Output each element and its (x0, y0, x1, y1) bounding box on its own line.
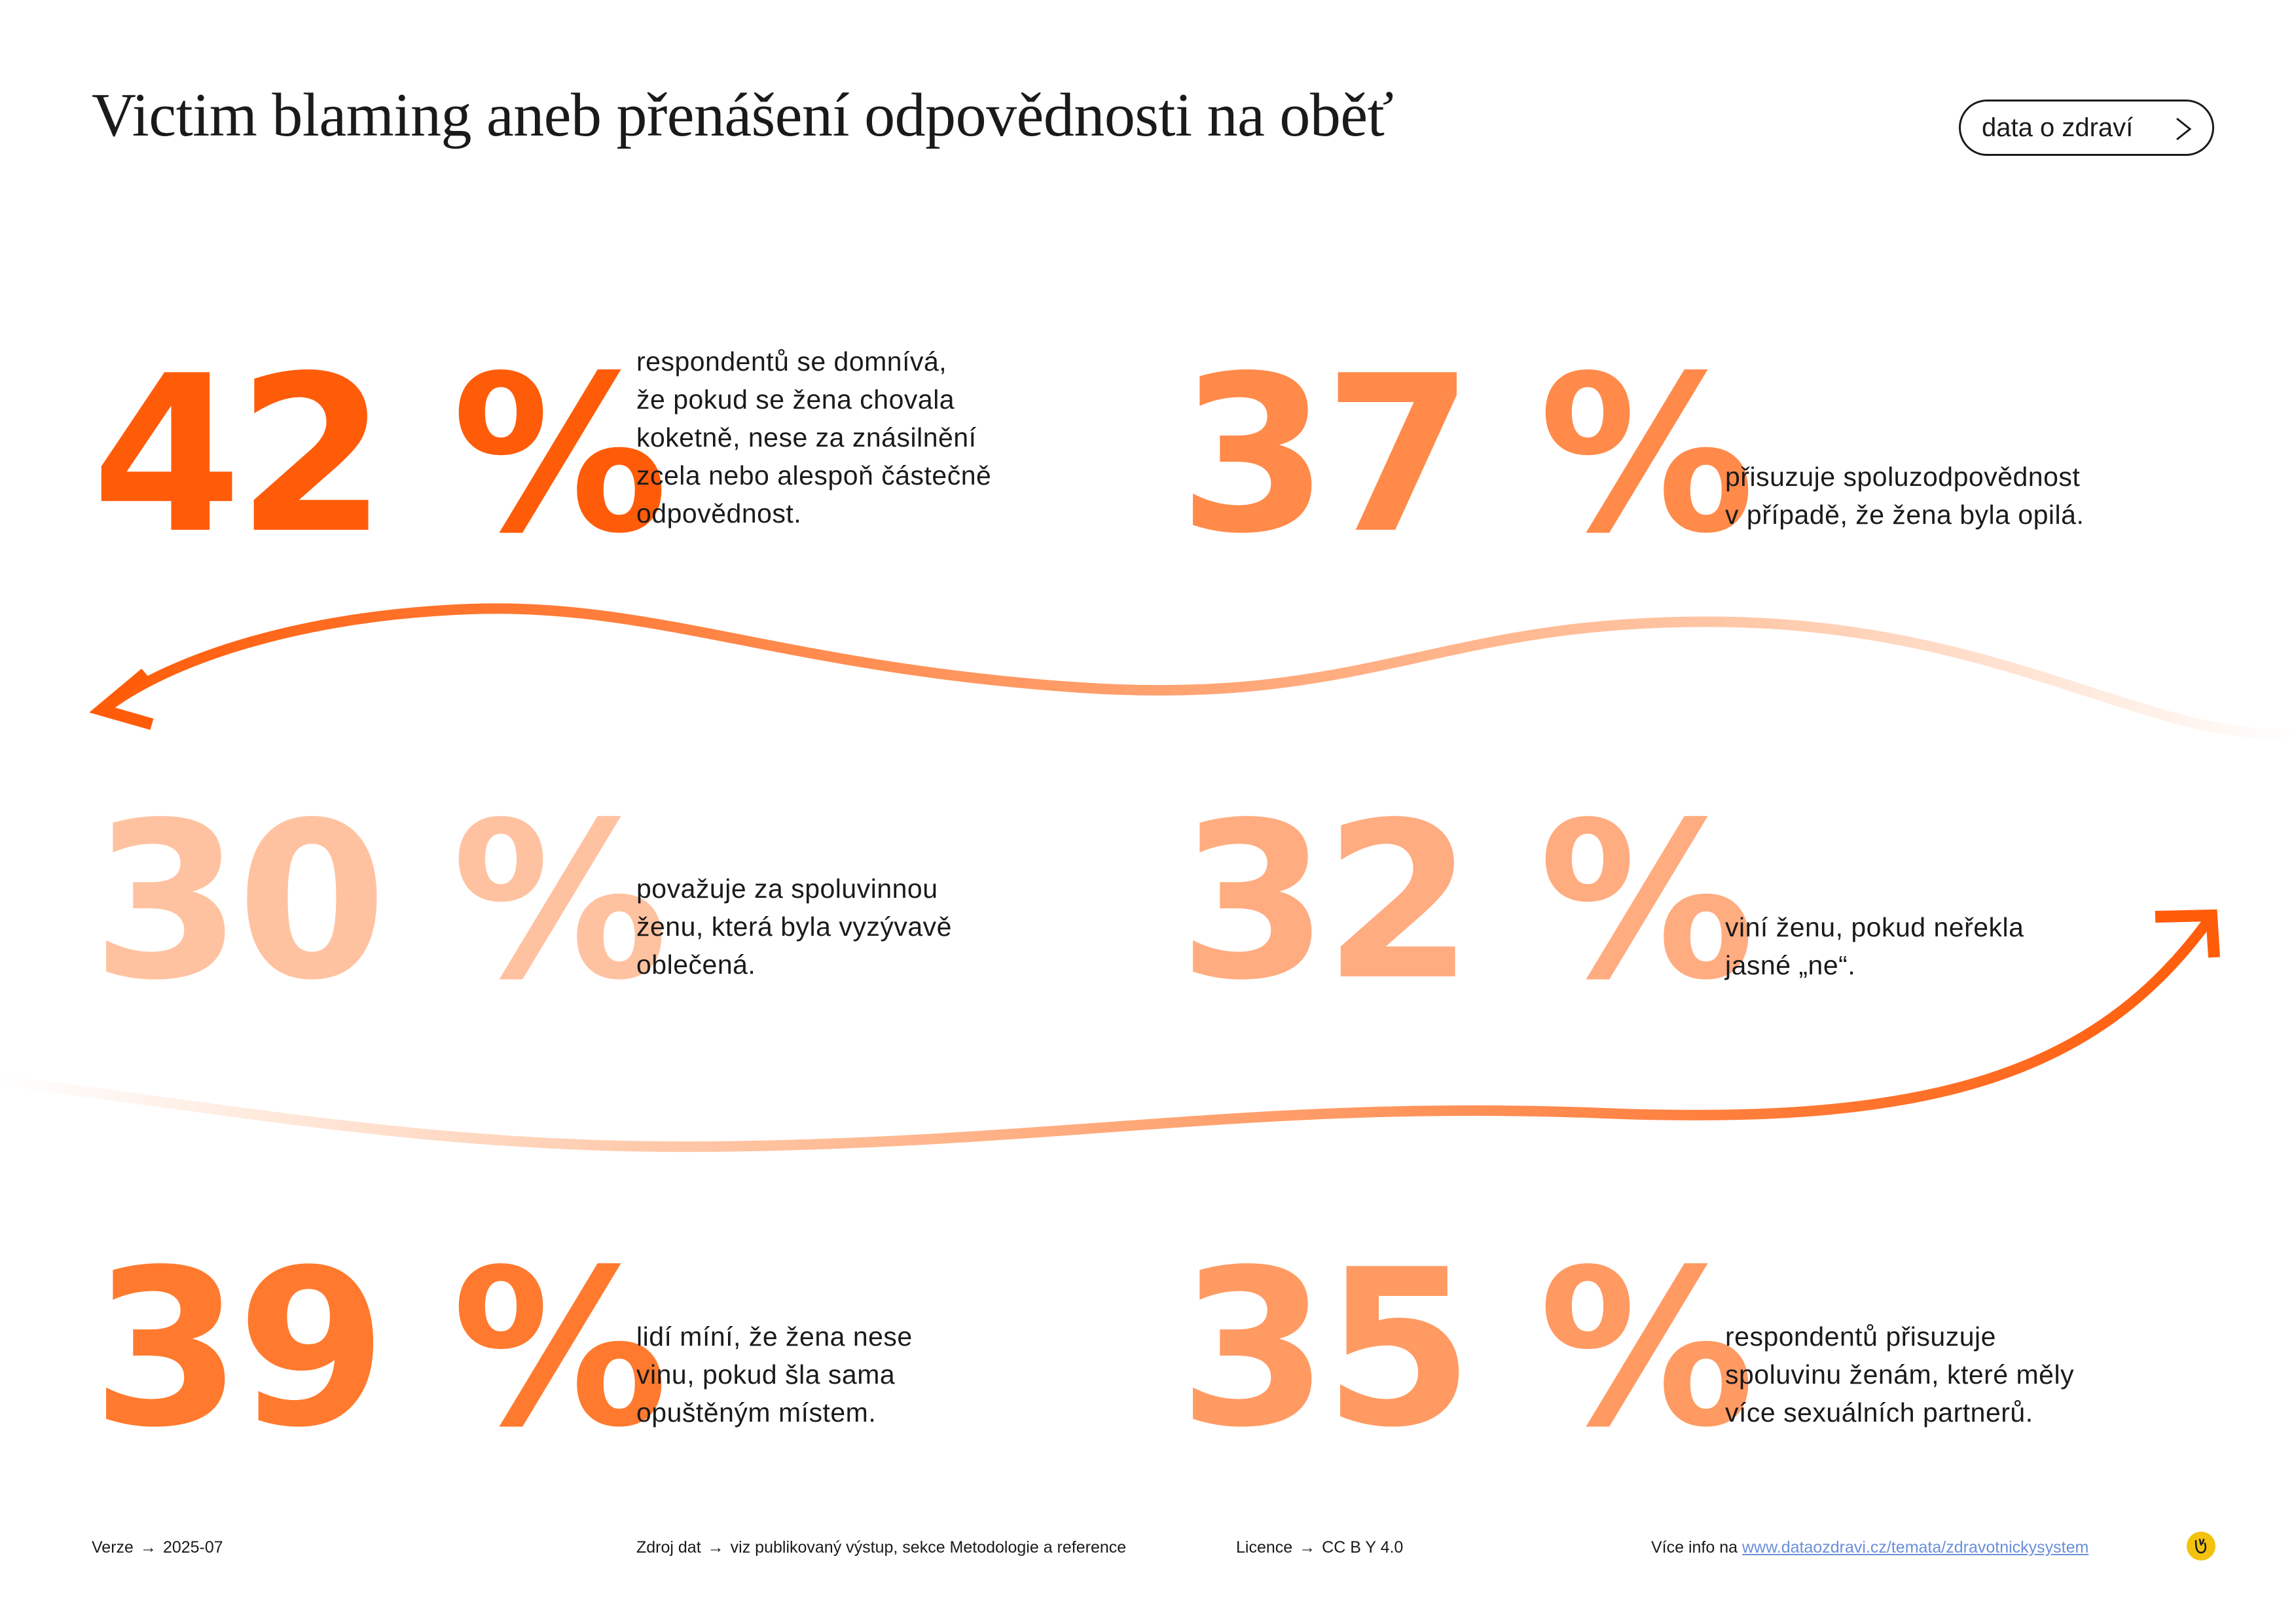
footer-license: Licence → CC B Y 4.0 (1236, 1538, 1403, 1557)
page-title: Victim blaming aneb přenášení odpovědnos… (92, 81, 1394, 149)
source-value: viz publikovaný výstup, sekce Metodologi… (730, 1538, 1127, 1557)
stat-value: 42 % (92, 329, 668, 581)
footer-version: Verze → 2025-07 (92, 1538, 223, 1557)
desc-line: vinu, pokud šla sama (636, 1359, 896, 1390)
stat-value: 37 % (1178, 329, 1755, 581)
arrow-right-icon: → (1299, 1538, 1316, 1557)
desc-line: koketně, nese za znásilnění (636, 422, 977, 452)
arrow-right-curve (0, 918, 2212, 1153)
version-label: Verze (92, 1538, 134, 1557)
desc-line: že pokud se žena chovala (636, 384, 955, 415)
desc-line: považuje za spoluvinnou (636, 874, 938, 904)
data-o-zdravi-button[interactable]: data o zdraví (1959, 100, 2214, 156)
stat-description: respondentů se domnívá, že pokud se žena… (636, 342, 991, 532)
stat-value: 30 % (92, 776, 668, 1027)
stat-description: přisuzuje spoluzodpovědnost v případě, ž… (1725, 458, 2084, 534)
desc-line: zcela nebo alespoň částečně (636, 460, 992, 490)
stat-value: 35 % (1178, 1223, 1755, 1475)
desc-line: opuštěným místem. (636, 1397, 877, 1428)
arrow-left-head (89, 669, 154, 730)
desc-line: v případě, že žena byla opilá. (1725, 500, 2085, 530)
logo-glyph-icon (2195, 1538, 2206, 1554)
footer-source: Zdroj dat → viz publikovaný výstup, sekce … (636, 1538, 1126, 1557)
footer-more-info: Více info na www.dataozdravi.cz/temata/z… (1651, 1538, 2088, 1557)
arrow-right-head (2155, 909, 2220, 958)
arrow-right-icon: → (139, 1538, 156, 1557)
nav-button-label: data o zdraví (1982, 113, 2134, 142)
source-label: Zdroj dat (636, 1538, 701, 1557)
desc-line: lidí míní, že žena nese (636, 1321, 913, 1352)
logo-icon (2187, 1532, 2215, 1560)
desc-line: odpovědnost. (636, 498, 802, 528)
desc-line: jasné „ne“. (1725, 950, 1856, 980)
more-info-link[interactable]: www.dataozdravi.cz/temata/zdravotnickysy… (1741, 1538, 2089, 1557)
stat-value: 32 % (1178, 776, 1755, 1027)
desc-line: více sexuálních partnerů. (1725, 1397, 2033, 1428)
version-value: 2025-07 (162, 1538, 223, 1557)
stat-description: lidí míní, že žena nese vinu, pokud šla … (636, 1318, 913, 1431)
desc-line: oblečená. (636, 950, 756, 980)
stat-value: 39 % (92, 1223, 668, 1475)
desc-line: spoluvinu ženám, které měly (1725, 1359, 2075, 1390)
more-label: Více info na (1651, 1538, 1738, 1557)
stat-description: viní ženu, pokud neřekla jasné „ne“. (1725, 908, 2024, 984)
arrow-right-icon: → (707, 1538, 724, 1557)
arrow-left-curve (106, 603, 2296, 739)
desc-line: přisuzuje spoluzodpovědnost (1725, 462, 2081, 492)
desc-line: respondentů přisuzuje (1725, 1321, 1996, 1352)
desc-line: ženu, která byla vyzývavě (636, 912, 952, 942)
desc-line: respondentů se domnívá, (636, 346, 947, 377)
license-label: Licence (1236, 1538, 1293, 1557)
stat-description: považuje za spoluvinnou ženu, která byla… (636, 870, 952, 984)
desc-line: viní ženu, pokud neřekla (1725, 912, 2024, 942)
license-value: CC B Y 4.0 (1322, 1538, 1404, 1557)
chevron-right-icon (2176, 117, 2192, 141)
stat-description: respondentů přisuzuje spoluvinu ženám, k… (1725, 1318, 2074, 1431)
